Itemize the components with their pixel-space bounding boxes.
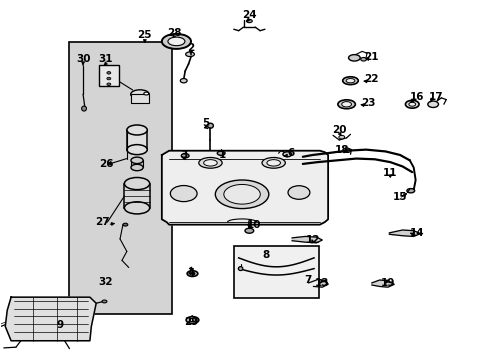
Ellipse shape <box>124 177 149 190</box>
Text: 9: 9 <box>56 320 63 330</box>
Ellipse shape <box>207 123 213 128</box>
Bar <box>124 184 149 208</box>
Bar <box>99 65 119 86</box>
Ellipse shape <box>348 55 360 61</box>
Ellipse shape <box>217 151 224 156</box>
Text: 12: 12 <box>305 235 319 245</box>
Ellipse shape <box>130 90 149 99</box>
Polygon shape <box>162 151 327 225</box>
Text: 18: 18 <box>334 145 348 155</box>
Ellipse shape <box>143 92 148 95</box>
Text: 30: 30 <box>76 54 90 64</box>
Text: 21: 21 <box>363 52 377 62</box>
Text: 7: 7 <box>304 275 311 285</box>
Bar <box>126 130 147 150</box>
Text: 10: 10 <box>246 220 261 230</box>
Ellipse shape <box>170 185 197 202</box>
Text: 5: 5 <box>202 118 209 128</box>
Text: 15: 15 <box>392 192 407 202</box>
Bar <box>69 42 171 314</box>
Text: 8: 8 <box>262 250 269 260</box>
Bar <box>130 160 142 167</box>
Ellipse shape <box>81 106 86 111</box>
Ellipse shape <box>107 83 111 86</box>
Ellipse shape <box>189 319 195 321</box>
Ellipse shape <box>246 19 252 23</box>
Ellipse shape <box>337 100 355 109</box>
Text: 14: 14 <box>409 228 424 238</box>
Text: 1: 1 <box>219 150 226 160</box>
Ellipse shape <box>124 202 149 214</box>
Ellipse shape <box>360 58 366 61</box>
Ellipse shape <box>406 189 414 193</box>
Ellipse shape <box>107 77 111 80</box>
Ellipse shape <box>131 157 143 163</box>
Ellipse shape <box>181 154 189 158</box>
Text: 4: 4 <box>187 268 194 278</box>
Text: 31: 31 <box>99 54 113 64</box>
Polygon shape <box>371 280 393 287</box>
Ellipse shape <box>203 159 217 166</box>
Ellipse shape <box>342 77 358 85</box>
Ellipse shape <box>346 78 354 83</box>
Text: 11: 11 <box>382 168 397 178</box>
Ellipse shape <box>341 102 351 107</box>
Text: 20: 20 <box>331 125 346 135</box>
Text: 24: 24 <box>242 10 256 20</box>
Ellipse shape <box>238 267 243 271</box>
Ellipse shape <box>107 72 111 74</box>
Ellipse shape <box>224 184 260 204</box>
Text: 32: 32 <box>99 277 113 287</box>
Ellipse shape <box>427 101 438 108</box>
Ellipse shape <box>131 164 143 171</box>
Text: 16: 16 <box>409 92 424 102</box>
Ellipse shape <box>162 34 191 49</box>
Text: 27: 27 <box>95 217 110 227</box>
Ellipse shape <box>338 135 344 139</box>
Ellipse shape <box>190 272 195 275</box>
Ellipse shape <box>344 149 350 153</box>
Ellipse shape <box>408 102 415 106</box>
Text: 17: 17 <box>428 92 443 102</box>
Text: 13: 13 <box>314 278 329 288</box>
Ellipse shape <box>215 180 268 208</box>
Ellipse shape <box>126 125 147 135</box>
Ellipse shape <box>126 145 147 155</box>
Text: 2: 2 <box>187 43 194 53</box>
Ellipse shape <box>405 100 418 108</box>
Bar <box>130 94 149 103</box>
Text: 26: 26 <box>99 159 113 169</box>
Polygon shape <box>291 237 322 243</box>
Ellipse shape <box>287 186 309 199</box>
Ellipse shape <box>187 271 198 276</box>
Ellipse shape <box>122 223 127 226</box>
Ellipse shape <box>180 78 187 83</box>
Ellipse shape <box>262 157 285 168</box>
Text: 19: 19 <box>380 278 394 288</box>
Ellipse shape <box>244 228 253 233</box>
Text: 23: 23 <box>361 98 375 108</box>
Ellipse shape <box>167 37 184 46</box>
Text: 3: 3 <box>180 150 187 160</box>
Ellipse shape <box>102 300 107 303</box>
Ellipse shape <box>266 159 280 166</box>
Ellipse shape <box>199 157 222 168</box>
Bar <box>233 246 318 298</box>
Polygon shape <box>5 297 96 341</box>
Ellipse shape <box>185 52 194 57</box>
Text: 6: 6 <box>286 148 294 158</box>
Text: 29: 29 <box>183 317 198 327</box>
Polygon shape <box>308 279 327 287</box>
Polygon shape <box>388 230 420 237</box>
Ellipse shape <box>283 152 291 157</box>
Ellipse shape <box>186 317 199 323</box>
Text: 22: 22 <box>363 74 377 84</box>
Text: 28: 28 <box>166 28 181 38</box>
Text: 25: 25 <box>137 30 152 40</box>
